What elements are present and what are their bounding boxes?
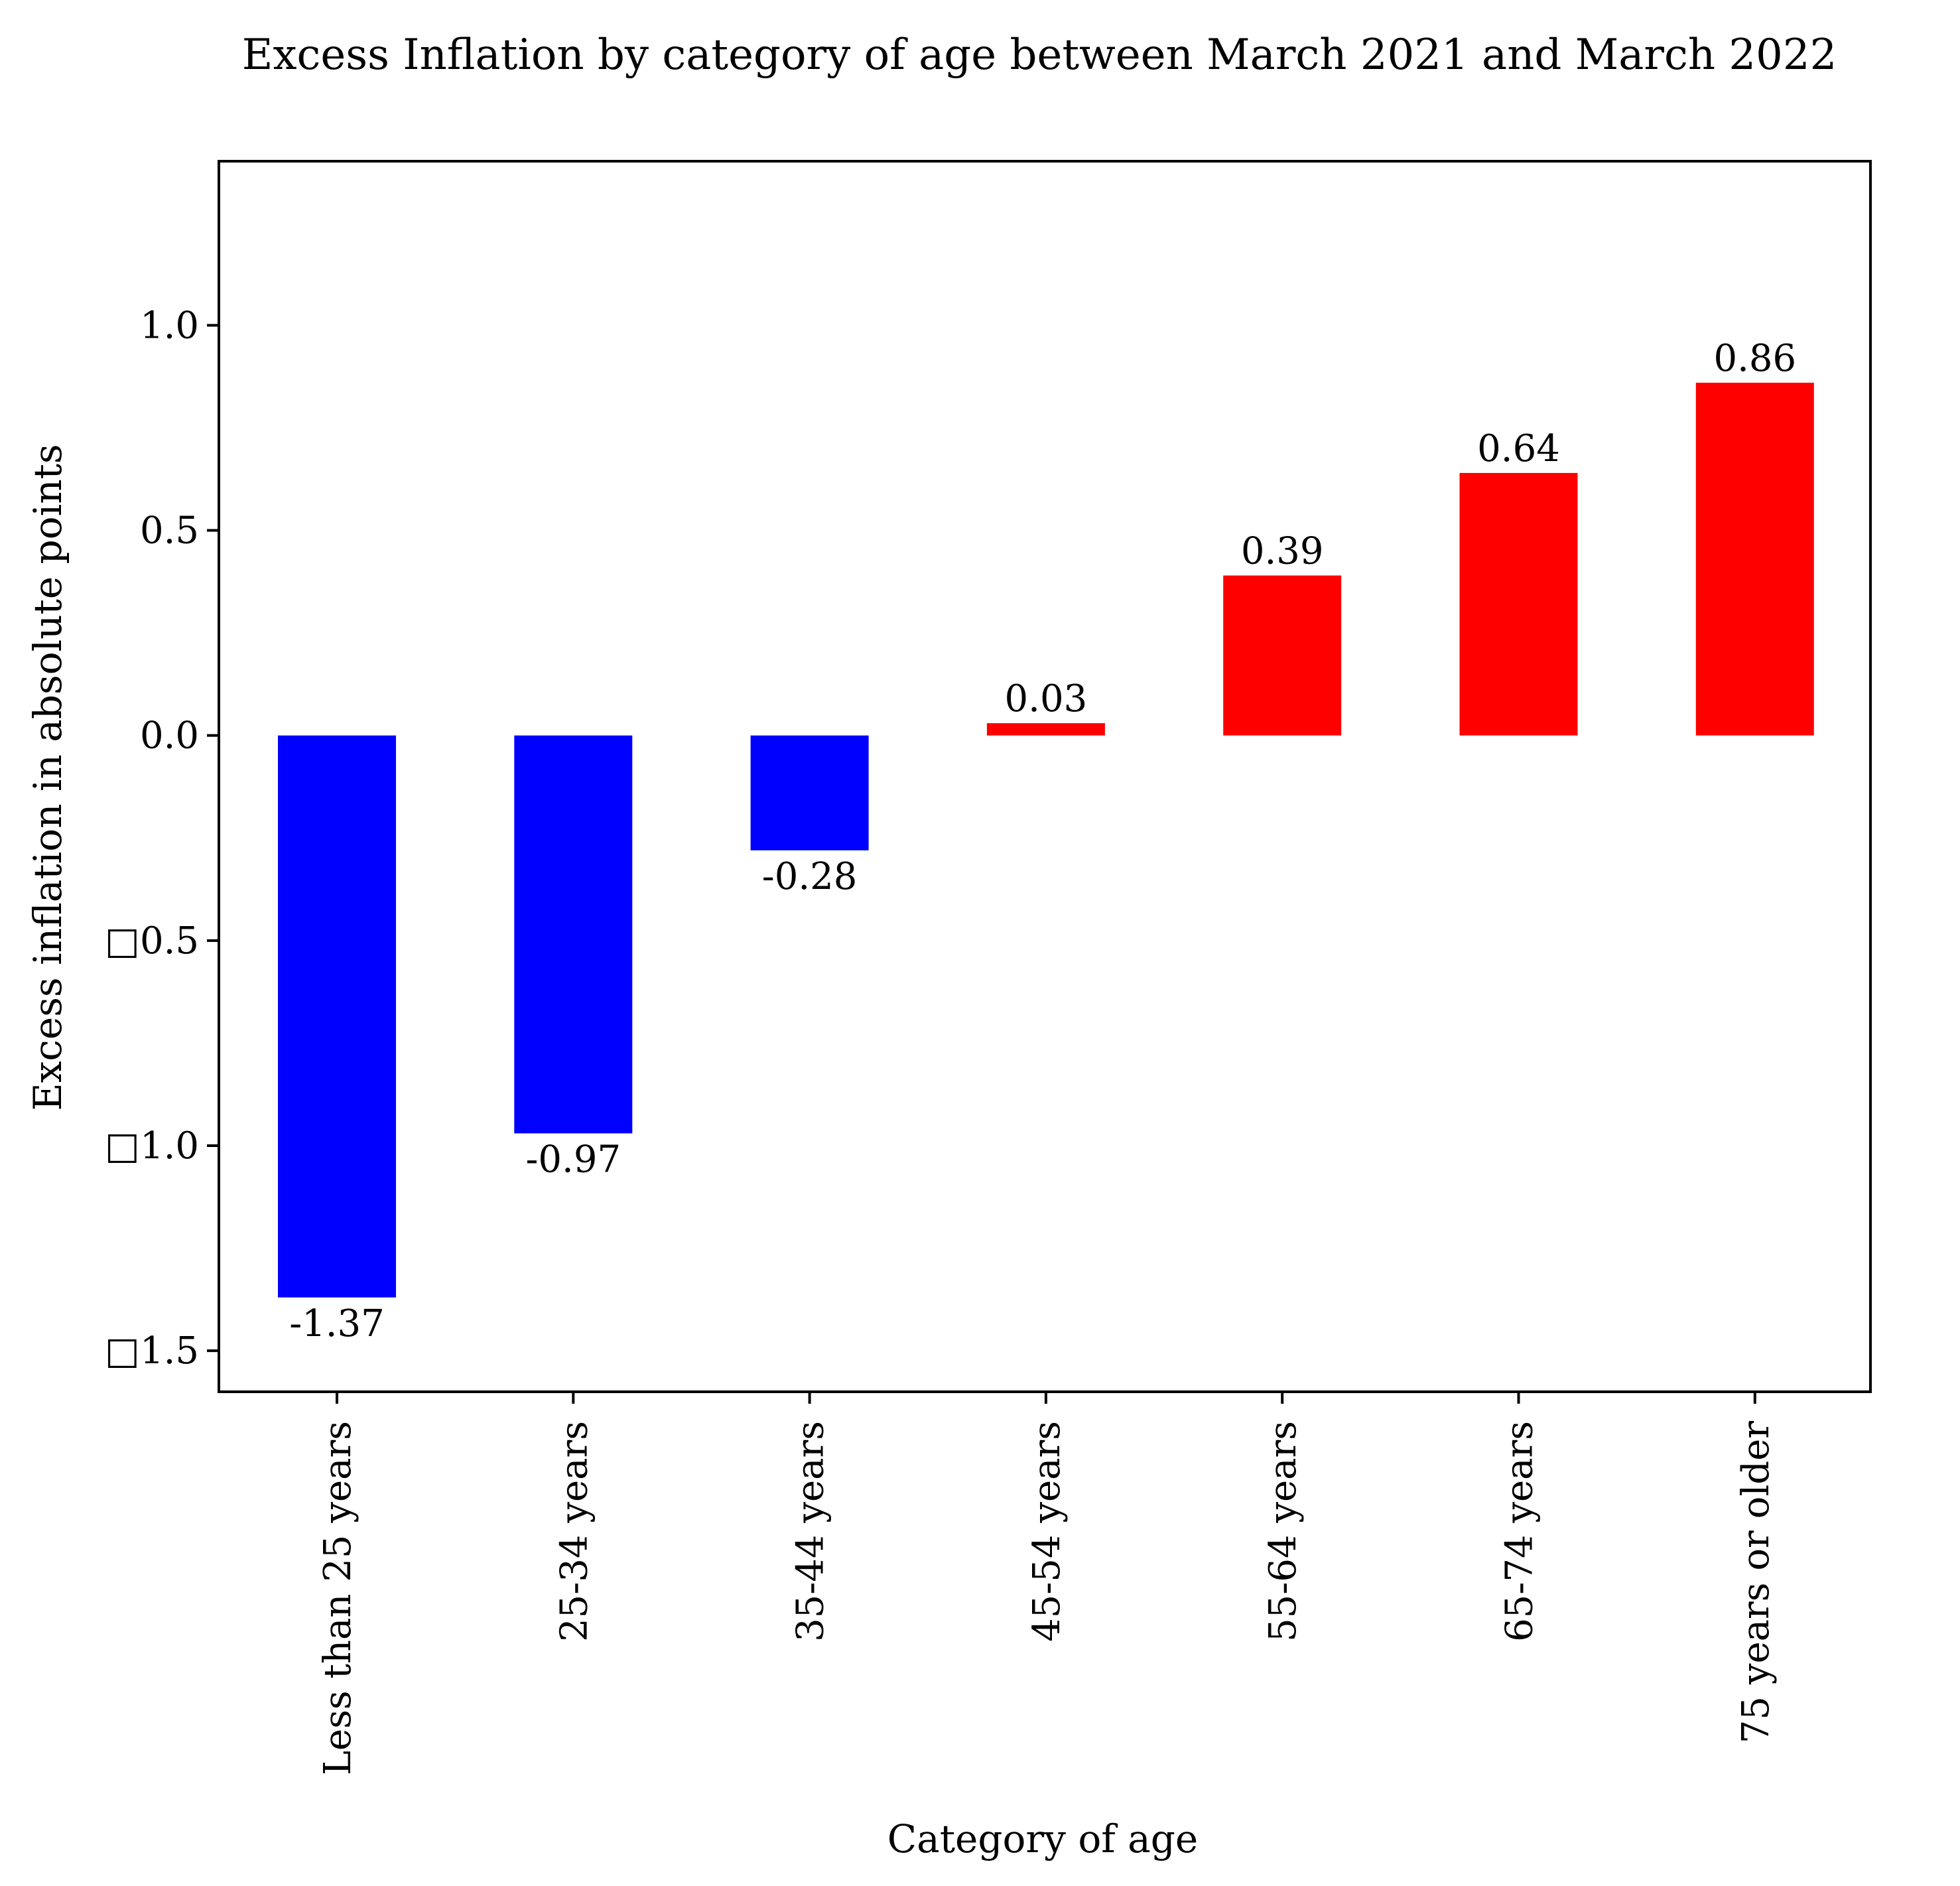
data-label-1: -0.97 bbox=[525, 1138, 621, 1181]
x-tick-label-2: 35-44 years bbox=[789, 1421, 832, 1642]
data-label-2: -0.28 bbox=[762, 855, 858, 898]
plot-area: -1.37 -0.97 -0.28 0.03 0.39 0.64 0.86 1.0 0.5 0.0… bbox=[105, 160, 1872, 1775]
data-label-6: 0.86 bbox=[1713, 337, 1796, 380]
bar-3 bbox=[986, 723, 1105, 736]
plot-frame bbox=[218, 160, 1872, 1393]
x-tick-label-6: 75 years or older bbox=[1734, 1421, 1778, 1743]
data-label-5: 0.64 bbox=[1477, 427, 1560, 470]
y-tick-label-0: 1.0 bbox=[140, 304, 199, 347]
bar-1 bbox=[514, 735, 633, 1134]
x-tick-label-5: 65-74 years bbox=[1498, 1421, 1541, 1642]
x-tick-label-1: 25-34 years bbox=[553, 1421, 596, 1642]
x-tick-label-4: 55-64 years bbox=[1262, 1421, 1305, 1642]
bar-0 bbox=[278, 735, 396, 1298]
x-axis-label: Category of age bbox=[887, 1816, 1198, 1861]
bar-5 bbox=[1459, 472, 1578, 736]
x-tick-label-3: 45-54 years bbox=[1025, 1421, 1069, 1642]
bar-2 bbox=[750, 735, 869, 850]
data-label-4: 0.39 bbox=[1241, 530, 1324, 573]
x-tick-label-0: Less than 25 years bbox=[316, 1421, 359, 1775]
y-axis-label: Excess inflation in absolute points bbox=[25, 444, 70, 1111]
data-label-0: -1.37 bbox=[289, 1302, 385, 1345]
y-tick-label-2: 0.0 bbox=[140, 714, 199, 758]
y-tick-label-4: □1.0 bbox=[105, 1124, 199, 1168]
y-tick-label-3: □0.5 bbox=[105, 919, 199, 963]
bar-6 bbox=[1695, 382, 1814, 736]
data-label-3: 0.03 bbox=[1005, 677, 1088, 720]
y-tick-label-1: 0.5 bbox=[140, 509, 199, 553]
chart-title: Excess Inflation by category of age betw… bbox=[242, 31, 1837, 80]
bar-4 bbox=[1223, 575, 1342, 736]
y-tick-label-5: □1.5 bbox=[105, 1329, 199, 1373]
